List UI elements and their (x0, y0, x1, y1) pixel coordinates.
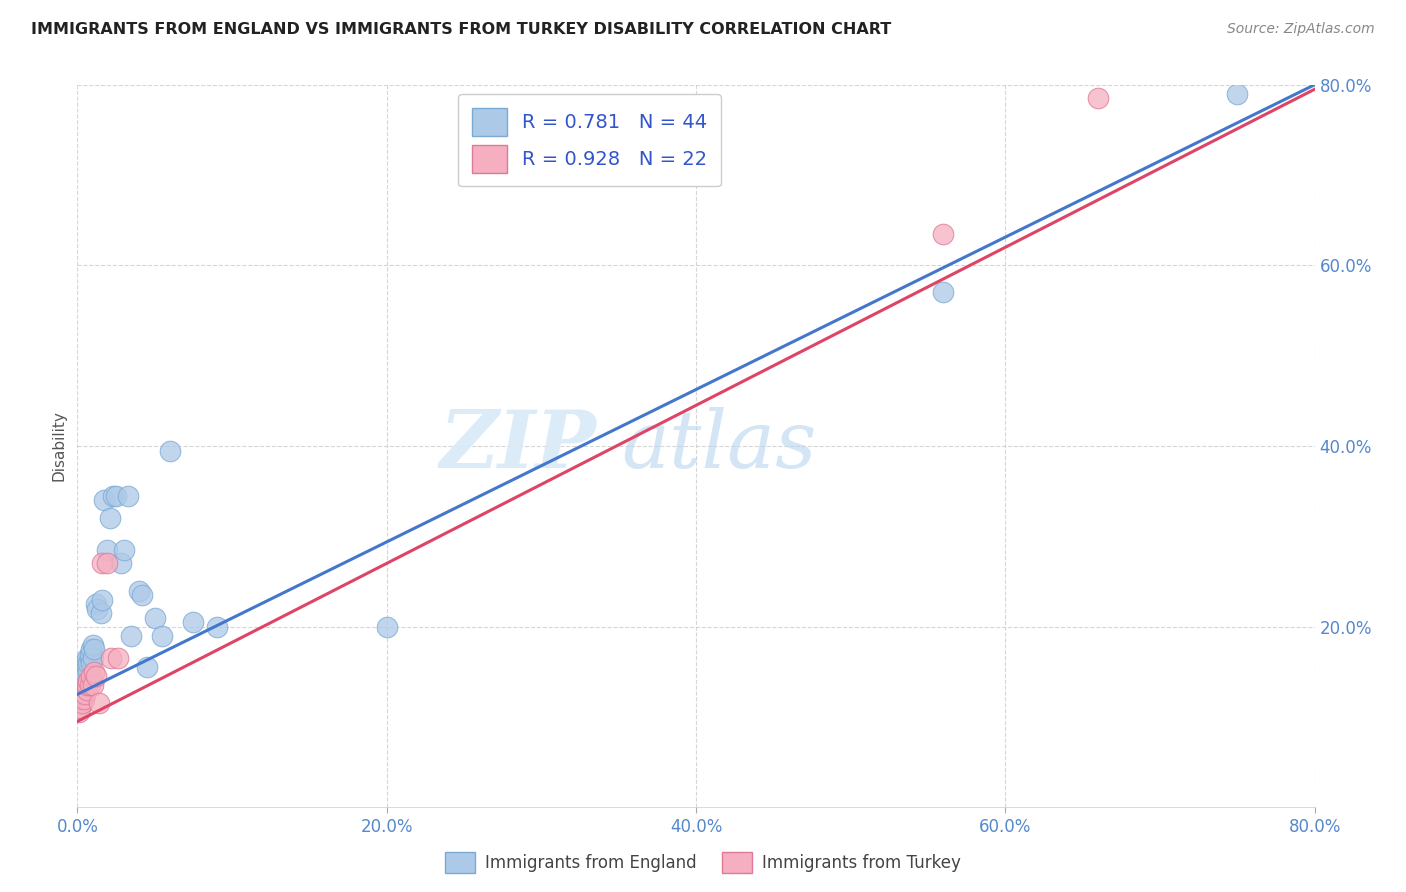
Point (83, 642, 105, 657)
Point (93, 493, 115, 508)
Point (76, 651, 98, 665)
Point (105, 489, 127, 503)
Point (84, 669, 107, 683)
Point (69, 692, 91, 706)
Point (143, 610, 166, 624)
Point (82, 651, 104, 665)
Point (121, 629, 143, 643)
Point (84, 597, 107, 611)
Point (136, 660, 159, 674)
Point (205, 619, 228, 633)
Point (67, 706, 90, 720)
Point (152, 629, 174, 643)
Point (100, 651, 122, 665)
Point (131, 588, 153, 602)
Point (76, 682, 98, 697)
Point (75, 687, 96, 701)
Point (70, 665, 93, 679)
Point (70, 697, 93, 711)
Point (82, 678, 104, 692)
Point (75, 656, 96, 670)
Point (72, 669, 94, 683)
Point (77, 673, 100, 688)
Point (69, 682, 91, 697)
Point (1087, 91, 1109, 105)
Legend: R = 0.781   N = 44, R = 0.928   N = 22: R = 0.781 N = 44, R = 0.928 N = 22 (458, 95, 721, 186)
Point (76, 660, 98, 674)
Point (79, 678, 101, 692)
Point (70, 687, 93, 701)
Point (375, 619, 398, 633)
Point (159, 443, 181, 458)
Point (117, 489, 139, 503)
Point (128, 583, 150, 598)
Point (83, 665, 105, 679)
Point (1226, 87, 1249, 101)
Point (79, 651, 101, 665)
Point (107, 651, 129, 665)
Point (932, 227, 955, 241)
Point (79, 647, 101, 661)
Text: ZIP: ZIP (440, 408, 598, 484)
Legend: Immigrants from England, Immigrants from Turkey: Immigrants from England, Immigrants from… (439, 846, 967, 880)
Point (101, 489, 124, 503)
Point (76, 678, 98, 692)
Point (91, 557, 114, 571)
Point (98, 511, 121, 525)
Point (67, 678, 90, 692)
Point (77, 665, 100, 679)
Point (72, 660, 94, 674)
Point (87, 697, 110, 711)
Point (86, 601, 108, 615)
Point (75, 665, 96, 679)
Point (96, 542, 118, 557)
Point (77, 656, 100, 670)
Point (69, 669, 91, 683)
Text: atlas: atlas (621, 408, 817, 484)
Point (70, 673, 93, 688)
Point (110, 557, 132, 571)
Point (112, 542, 135, 557)
Point (90, 606, 111, 620)
Point (82, 638, 104, 652)
Point (80, 669, 103, 683)
Point (932, 285, 955, 300)
Point (91, 592, 114, 607)
Point (80, 642, 103, 657)
Point (96, 557, 118, 571)
Point (80, 656, 103, 670)
Point (72, 692, 94, 706)
Y-axis label: Disability: Disability (51, 410, 66, 482)
Point (183, 615, 205, 629)
Point (69, 701, 91, 715)
Text: IMMIGRANTS FROM ENGLAND VS IMMIGRANTS FROM TURKEY DISABILITY CORRELATION CHART: IMMIGRANTS FROM ENGLAND VS IMMIGRANTS FR… (31, 22, 891, 37)
Text: Source: ZipAtlas.com: Source: ZipAtlas.com (1227, 22, 1375, 37)
